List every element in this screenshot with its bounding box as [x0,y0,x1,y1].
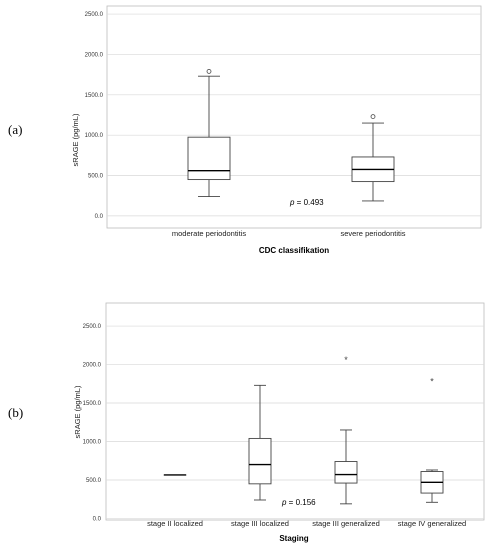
grid-a [107,13,481,217]
y-tick-label: 1500.0 [83,401,102,407]
plot-frame-a [106,5,482,229]
y-tick-label: 500.0 [88,174,104,180]
y-tick-label: 2500.0 [83,324,102,330]
p-value-a: p = 0.493 [289,198,324,207]
category-labels-a: moderate periodontitis severe periodontit… [172,229,406,238]
box-plot-2 [351,114,395,202]
p-value-text-a: = 0.493 [294,198,324,207]
chart-panel-a: (a) 0.0 500.0 1000.0 1500.0 2000.0 2500.0 mod… [8,5,482,255]
y-axis-label-a: sRAGE (pg/mL) [71,113,80,166]
panel-label-b: (b) [8,405,23,420]
boxes-a [187,68,395,202]
y-tick-label: 0.0 [93,516,102,522]
boxes-b: ** [163,355,444,505]
y-tick-labels-a: 0.0 500.0 1000.0 1500.0 2000.0 2500.0 [85,12,104,220]
iqr-box [248,437,272,485]
box-plot-1 [187,68,231,197]
x-category-label: severe periodontitis [340,229,405,238]
y-tick-label: 1000.0 [85,133,104,139]
x-category-label: stage III generalized [312,519,380,528]
box-plot-2 [248,384,272,501]
p-value-text-b: = 0.156 [286,498,316,507]
y-tick-label: 1000.0 [83,440,102,446]
x-axis-label-a: CDC classifikation [259,246,329,255]
panel-label-a: (a) [8,122,22,137]
p-value-b: p = 0.156 [281,498,316,507]
iqr-box [187,136,231,181]
x-category-label: stage IV generalized [398,519,466,528]
outlier-point [206,68,212,74]
y-tick-label: 2500.0 [85,12,104,18]
outlier-point [370,114,376,119]
grid-b [106,325,484,519]
p-letter-a: p [289,198,295,207]
p-letter-b: p [281,498,287,507]
y-tick-labels-b: 0.0 500.0 1000.0 1500.0 2000.0 2500.0 [83,324,102,522]
extreme-point: * [344,355,348,365]
y-tick-label: 2000.0 [83,363,102,369]
x-category-label: stage III localized [231,519,289,528]
category-labels-b: stage II localized stage III localized sta… [147,519,466,528]
box-plot-4: * [420,377,444,503]
y-tick-label: 2000.0 [85,52,104,58]
x-axis-label-b: Staging [279,534,308,543]
x-category-label: stage II localized [147,519,203,528]
iqr-box [334,461,358,484]
plot-frame-b [105,302,485,521]
y-tick-label: 1500.0 [85,93,104,99]
y-tick-label: 0.0 [95,214,104,220]
y-axis-label-b: sRAGE (pg/mL) [73,385,82,438]
y-tick-label: 500.0 [86,478,102,484]
extreme-point: * [430,377,434,387]
box-plot-3: * [334,355,358,505]
x-category-label: moderate periodontitis [172,229,246,238]
